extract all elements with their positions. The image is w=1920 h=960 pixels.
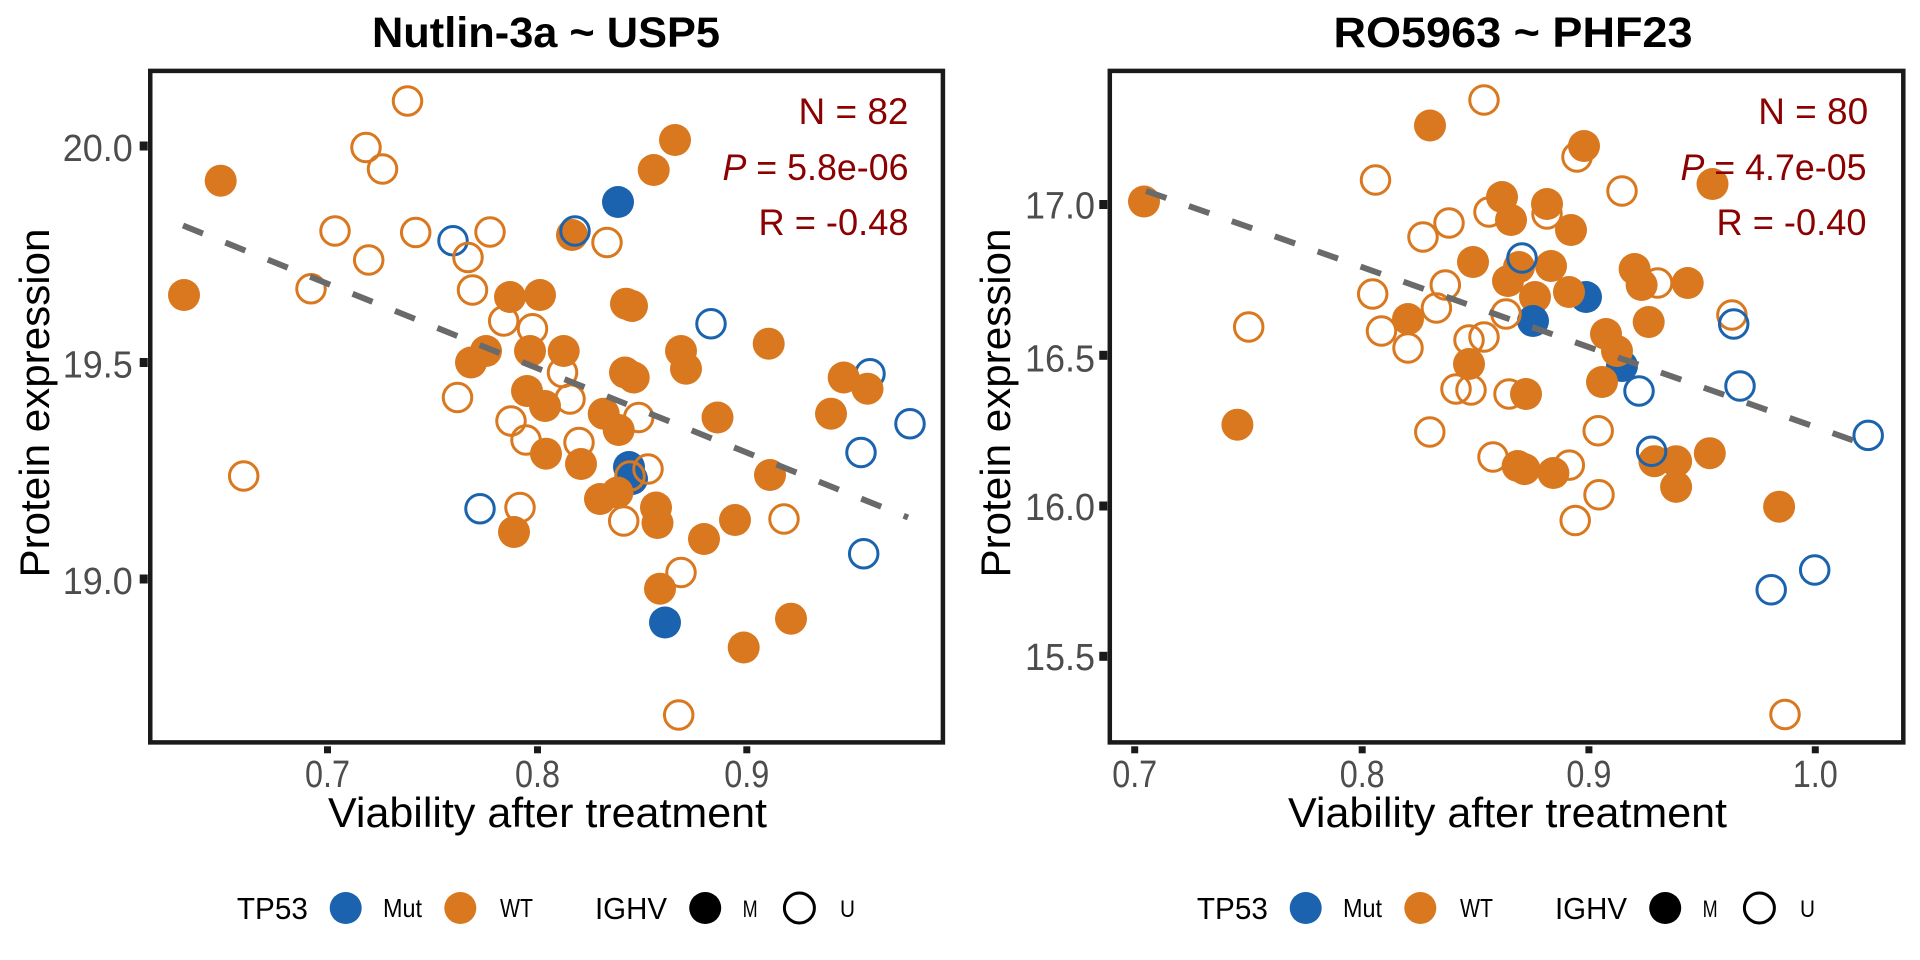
svg-text:16.0: 16.0 bbox=[1025, 487, 1095, 529]
svg-text:0.7: 0.7 bbox=[1112, 754, 1157, 796]
svg-text:U: U bbox=[840, 896, 855, 923]
svg-text:15.5: 15.5 bbox=[1025, 637, 1095, 679]
svg-text:TP53: TP53 bbox=[237, 891, 308, 926]
svg-text:IGHV: IGHV bbox=[595, 891, 667, 926]
svg-text:R = -0.40: R = -0.40 bbox=[1717, 202, 1867, 243]
svg-text:Mut: Mut bbox=[1343, 893, 1383, 923]
svg-text:1.0: 1.0 bbox=[1793, 754, 1838, 796]
svg-text:IGHV: IGHV bbox=[1555, 891, 1627, 926]
svg-text:TP53: TP53 bbox=[1197, 891, 1268, 926]
svg-text:16.5: 16.5 bbox=[1025, 338, 1095, 380]
svg-text:P = 4.7e-05: P = 4.7e-05 bbox=[1681, 147, 1867, 188]
svg-text:19.5: 19.5 bbox=[63, 345, 133, 387]
svg-text:0.7: 0.7 bbox=[305, 754, 350, 796]
svg-text:R = -0.48: R = -0.48 bbox=[759, 202, 909, 243]
svg-text:N = 82: N = 82 bbox=[799, 91, 909, 132]
svg-text:P = 5.8e-06: P = 5.8e-06 bbox=[723, 147, 909, 188]
svg-text:Viability after treatment: Viability after treatment bbox=[328, 789, 767, 836]
svg-text:17.0: 17.0 bbox=[1025, 185, 1095, 227]
svg-text:0.8: 0.8 bbox=[515, 754, 560, 796]
svg-text:Mut: Mut bbox=[383, 893, 423, 923]
svg-text:Protein expression: Protein expression bbox=[972, 229, 1019, 578]
svg-text:0.9: 0.9 bbox=[1566, 754, 1611, 796]
svg-text:RO5963 ~ PHF23: RO5963 ~ PHF23 bbox=[1334, 9, 1693, 57]
svg-text:Protein expression: Protein expression bbox=[11, 229, 58, 578]
svg-text:WT: WT bbox=[500, 893, 533, 923]
svg-text:20.0: 20.0 bbox=[63, 128, 133, 170]
svg-text:Nutlin-3a ~ USP5: Nutlin-3a ~ USP5 bbox=[372, 9, 720, 57]
svg-text:WT: WT bbox=[1460, 893, 1493, 923]
svg-text:0.8: 0.8 bbox=[1340, 754, 1385, 796]
svg-text:0.9: 0.9 bbox=[724, 754, 769, 796]
svg-text:N = 80: N = 80 bbox=[1758, 91, 1868, 132]
svg-text:M: M bbox=[743, 896, 758, 923]
svg-text:19.0: 19.0 bbox=[63, 561, 133, 603]
svg-text:M: M bbox=[1703, 896, 1718, 923]
svg-text:Viability after treatment: Viability after treatment bbox=[1288, 789, 1727, 836]
svg-text:U: U bbox=[1800, 896, 1815, 923]
